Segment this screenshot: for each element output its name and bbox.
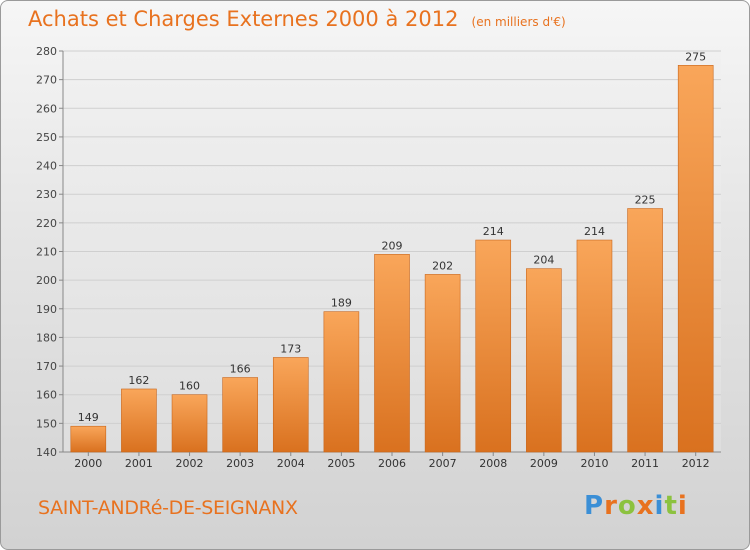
y-tick-label: 220 bbox=[36, 217, 57, 230]
bar bbox=[526, 268, 562, 453]
x-tick-label: 2001 bbox=[125, 457, 153, 470]
bar bbox=[424, 274, 461, 453]
bar bbox=[171, 394, 208, 453]
bar-value-label: 209 bbox=[382, 239, 403, 252]
bar bbox=[677, 65, 714, 453]
bar-value-label: 149 bbox=[78, 411, 99, 424]
bar-value-label: 189 bbox=[331, 297, 352, 310]
y-tick-label: 180 bbox=[36, 331, 57, 344]
y-tick-label: 270 bbox=[36, 74, 57, 87]
chart-unit: (en milliers d'€) bbox=[471, 15, 566, 29]
y-tick-label: 250 bbox=[36, 131, 57, 144]
bar bbox=[272, 357, 309, 453]
y-tick-label: 280 bbox=[36, 45, 57, 58]
x-tick-label: 2011 bbox=[631, 457, 659, 470]
bar-value-label: 202 bbox=[432, 259, 453, 272]
bar-value-label: 166 bbox=[230, 363, 251, 376]
x-tick-label: 2004 bbox=[277, 457, 305, 470]
bar-value-label: 275 bbox=[685, 50, 706, 63]
bar-value-label: 204 bbox=[533, 254, 554, 267]
bar bbox=[627, 208, 663, 453]
x-tick-label: 2007 bbox=[429, 457, 457, 470]
bar-value-label: 214 bbox=[483, 225, 504, 238]
bar-value-label: 160 bbox=[179, 380, 200, 393]
bar-value-label: 225 bbox=[635, 194, 656, 207]
bar bbox=[222, 377, 258, 453]
logo-letter: o bbox=[617, 491, 637, 521]
bar-value-label: 162 bbox=[128, 374, 149, 387]
bar bbox=[475, 239, 512, 453]
chart-title: Achats et Charges Externes 2000 à 2012 (… bbox=[28, 7, 566, 31]
y-tick-label: 200 bbox=[36, 274, 57, 287]
y-tick-label: 160 bbox=[36, 389, 57, 402]
bar-value-label: 214 bbox=[584, 225, 605, 238]
x-tick-label: 2010 bbox=[580, 457, 608, 470]
x-tick-label: 2006 bbox=[378, 457, 406, 470]
y-tick-label: 150 bbox=[36, 417, 57, 430]
x-tick-label: 2002 bbox=[176, 457, 204, 470]
logo-letter: r bbox=[604, 491, 618, 521]
bar bbox=[374, 254, 410, 453]
y-tick-label: 140 bbox=[36, 446, 57, 459]
bar bbox=[323, 311, 360, 453]
logo-letter: t bbox=[664, 491, 678, 521]
bar bbox=[121, 388, 157, 453]
logo-letter: i bbox=[654, 491, 665, 521]
y-tick-label: 210 bbox=[36, 246, 57, 259]
logo-letter: i bbox=[677, 491, 688, 521]
x-tick-label: 2000 bbox=[74, 457, 102, 470]
y-tick-label: 230 bbox=[36, 188, 57, 201]
commune-name: SAINT-ANDRé-DE-SEIGNANX bbox=[38, 497, 298, 519]
x-tick-label: 2012 bbox=[682, 457, 710, 470]
y-tick-label: 260 bbox=[36, 102, 57, 115]
bar-value-label: 173 bbox=[280, 342, 301, 355]
bar bbox=[70, 425, 107, 453]
proxiti-logo: Proxiti bbox=[584, 491, 688, 521]
y-tick-label: 170 bbox=[36, 360, 57, 373]
logo-letter: x bbox=[636, 491, 655, 521]
y-tick-label: 240 bbox=[36, 160, 57, 173]
x-tick-label: 2008 bbox=[479, 457, 507, 470]
bar bbox=[576, 239, 613, 453]
x-tick-label: 2009 bbox=[530, 457, 558, 470]
logo-letter: P bbox=[584, 491, 605, 521]
x-tick-label: 2003 bbox=[226, 457, 254, 470]
y-tick-label: 190 bbox=[36, 303, 57, 316]
chart-title-text: Achats et Charges Externes 2000 à 2012 bbox=[28, 7, 459, 31]
x-tick-label: 2005 bbox=[327, 457, 355, 470]
